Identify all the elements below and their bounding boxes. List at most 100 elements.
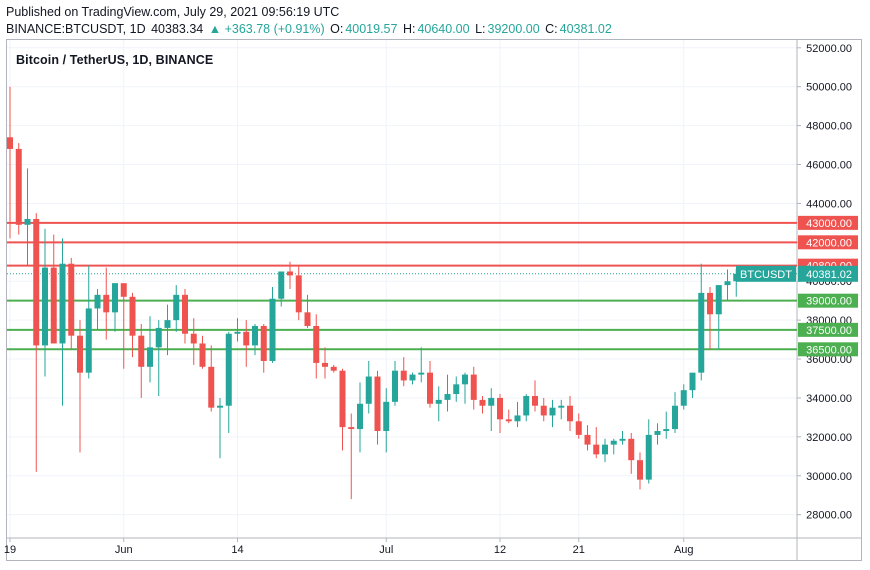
last-price-tag <box>798 265 858 282</box>
candle-body <box>383 401 390 432</box>
candle-body <box>155 327 162 348</box>
candle <box>400 357 407 387</box>
candle-body <box>59 263 66 344</box>
candle <box>112 283 118 332</box>
x-tick-label: Jul <box>379 544 393 556</box>
candle <box>383 388 390 453</box>
candle-body <box>365 376 372 404</box>
candle-body <box>339 370 346 428</box>
candle <box>24 168 31 266</box>
chart-title: Bitcoin / TetherUS, 1D, BINANCE <box>16 53 214 67</box>
x-tick-label: 21 <box>573 544 585 556</box>
candle-body <box>628 438 635 461</box>
candle <box>129 292 136 358</box>
candle <box>427 360 433 408</box>
candle-body <box>138 335 145 367</box>
candle <box>225 331 232 433</box>
level-tag-label: 43000.00 <box>806 218 852 230</box>
candle-body <box>514 415 521 422</box>
candle-body <box>505 419 512 422</box>
x-tick-label: Jun <box>115 544 133 556</box>
candle-body <box>33 218 40 346</box>
candle-body <box>252 325 258 346</box>
y-tick-label: 50000.00 <box>806 82 852 94</box>
candle <box>698 263 705 381</box>
x-tick-label: 14 <box>231 544 243 556</box>
candle <box>322 347 328 379</box>
candle <box>7 86 13 239</box>
candle-body <box>689 372 696 391</box>
candle <box>59 238 66 406</box>
y-tick-label: 52000.00 <box>806 43 852 55</box>
candle <box>488 388 495 432</box>
candle-body <box>112 283 118 313</box>
x-tick-label: Aug <box>674 544 694 556</box>
candle-body <box>7 137 13 149</box>
x-tick-label: 19 <box>4 544 16 556</box>
candle <box>689 372 696 398</box>
candle <box>444 374 451 412</box>
candle-body <box>182 294 188 334</box>
candle <box>374 370 381 445</box>
candle <box>85 265 92 379</box>
candle <box>208 345 215 412</box>
candle <box>348 413 355 500</box>
candle <box>715 285 722 350</box>
candle-body <box>409 374 416 381</box>
candle-body <box>453 384 460 395</box>
candle-body <box>427 372 433 404</box>
symbol-tag <box>736 265 796 282</box>
candle-body <box>330 366 337 371</box>
candle <box>654 423 661 445</box>
candle <box>313 314 320 379</box>
candle <box>330 364 337 373</box>
candle <box>190 318 197 365</box>
candle <box>409 372 416 385</box>
candle-body <box>724 281 731 286</box>
candle <box>602 438 608 463</box>
symbol-tag-label: BTCUSDT <box>740 269 792 281</box>
last-price: 40383.34 <box>151 22 204 36</box>
candle-body <box>357 403 363 430</box>
x-tick-label: 12 <box>494 544 506 556</box>
level-tag-label: 39000.00 <box>806 296 852 308</box>
candle <box>392 360 398 406</box>
candle <box>584 425 591 451</box>
candle-body <box>269 298 276 361</box>
ohlc-line: BINANCE:BTCUSDT, 1D 40383.34 ▲ +363.78 (… <box>6 21 614 38</box>
candle <box>418 347 425 383</box>
candle-body <box>304 312 311 326</box>
candle-body <box>217 405 223 408</box>
candle <box>645 419 652 484</box>
candle <box>514 401 521 428</box>
candle <box>243 320 250 367</box>
candle <box>470 366 477 410</box>
candle <box>103 267 110 340</box>
candle-body <box>234 331 241 334</box>
candle-body <box>348 427 355 430</box>
candle-body <box>610 440 617 445</box>
candle <box>505 409 512 424</box>
low-label: L: <box>475 22 486 36</box>
candle <box>173 285 180 332</box>
candle <box>663 411 670 439</box>
candle <box>33 213 40 472</box>
candle <box>278 271 285 307</box>
candle-body <box>374 376 381 432</box>
candle <box>234 318 241 342</box>
high-value: 40640.00 <box>417 22 470 36</box>
candle-body <box>558 405 565 408</box>
candle <box>549 399 556 428</box>
candle-body <box>225 333 232 406</box>
candle-body <box>243 331 250 346</box>
candle-body <box>164 320 171 328</box>
chart-frame[interactable] <box>6 39 862 561</box>
candle <box>558 399 565 420</box>
candle-body <box>103 294 110 313</box>
candle <box>94 289 101 330</box>
candle-body <box>488 397 495 406</box>
candle-body <box>715 285 722 315</box>
candle-body <box>120 283 127 297</box>
y-tick-label: 48000.00 <box>806 121 852 133</box>
